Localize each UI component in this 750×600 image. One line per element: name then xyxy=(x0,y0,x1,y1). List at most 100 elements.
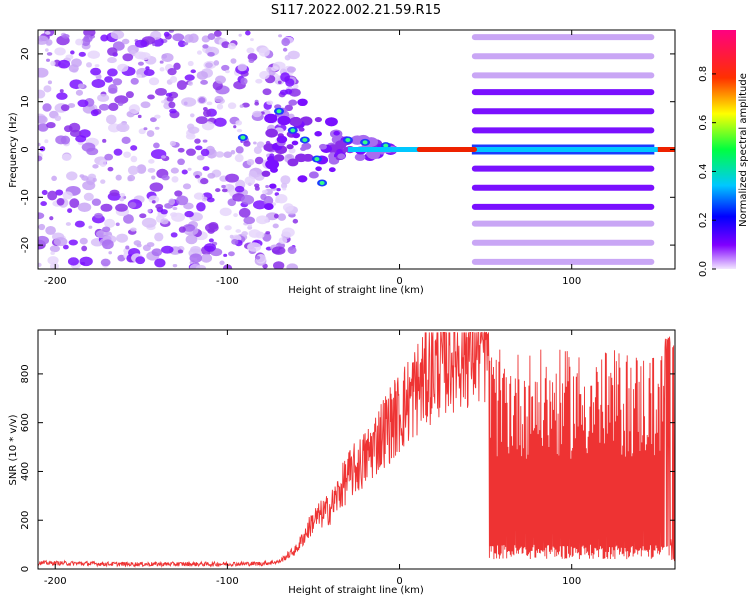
noise-blob xyxy=(246,47,255,54)
noise-blob xyxy=(194,138,201,144)
noise-blob xyxy=(104,76,113,83)
signal-blob xyxy=(291,140,299,146)
noise-blob xyxy=(107,57,117,64)
noise-blob xyxy=(190,113,195,118)
noise-blob xyxy=(252,200,267,210)
snr-frame xyxy=(37,329,676,570)
spectrogram-y-axis-label: Frequency (Hz) xyxy=(8,112,19,188)
noise-blob xyxy=(51,175,57,182)
signal-blob xyxy=(277,115,291,126)
noise-blob xyxy=(143,69,155,77)
noise-blob xyxy=(102,226,111,233)
noise-blob xyxy=(81,245,88,252)
noise-blob xyxy=(59,89,64,93)
noise-blob xyxy=(113,148,123,156)
noise-blob xyxy=(238,33,242,37)
noise-blob xyxy=(189,253,203,263)
noise-blob xyxy=(136,74,142,79)
noise-blob xyxy=(94,64,100,68)
noise-blob xyxy=(38,155,43,162)
noise-blob xyxy=(250,38,254,42)
noise-blob xyxy=(213,60,220,66)
figure-title: S117.2022.002.21.59.R15 xyxy=(271,3,441,18)
noise-blob xyxy=(292,218,299,224)
noise-blob xyxy=(42,103,52,112)
noise-blob xyxy=(117,63,129,72)
snr-y-tick-label: 400 xyxy=(20,462,31,481)
noise-blob xyxy=(161,174,170,181)
harmonic-band xyxy=(471,184,655,191)
noise-blob xyxy=(200,148,210,157)
signal-peak-core xyxy=(345,137,351,142)
spectrogram-marks xyxy=(38,30,675,269)
noise-blob xyxy=(115,203,128,212)
spectrogram-y-tick-label: 0 xyxy=(20,146,31,152)
noise-blob xyxy=(280,72,291,82)
noise-blob xyxy=(56,92,68,100)
noise-blob xyxy=(77,202,92,213)
noise-blob xyxy=(148,159,155,164)
noise-blob xyxy=(272,223,279,229)
noise-blob xyxy=(241,102,250,108)
noise-blob xyxy=(235,229,242,233)
noise-blob xyxy=(255,78,263,84)
noise-blob xyxy=(196,155,205,161)
harmonic-band xyxy=(471,127,655,134)
noise-blob xyxy=(75,135,87,143)
noise-blob xyxy=(54,47,66,56)
spectrogram-y-ticks: -20 -10 0 10 20 xyxy=(20,48,675,253)
noise-blob xyxy=(254,186,260,191)
noise-blob xyxy=(134,39,148,48)
noise-blob xyxy=(288,246,294,251)
signal-blob xyxy=(336,149,343,154)
noise-blob xyxy=(262,232,272,242)
noise-blob xyxy=(146,130,155,138)
signal-blob xyxy=(273,154,285,162)
noise-blob xyxy=(278,34,283,38)
noise-blob xyxy=(46,52,53,56)
noise-blob xyxy=(38,67,49,78)
noise-blob xyxy=(292,83,299,90)
signal-blob xyxy=(298,127,305,132)
noise-blob xyxy=(67,208,73,213)
noise-blob xyxy=(107,47,118,56)
noise-blob xyxy=(128,202,137,209)
snr-line xyxy=(38,331,675,568)
noise-blob xyxy=(167,68,177,76)
noise-blob xyxy=(161,155,166,159)
noise-blob xyxy=(248,58,255,64)
noise-blob xyxy=(104,218,116,228)
signal-blob xyxy=(269,183,277,189)
noise-blob xyxy=(240,77,248,85)
spectrogram-y-tick-label: 10 xyxy=(20,95,31,108)
noise-blob xyxy=(205,62,213,69)
noise-blob xyxy=(92,177,97,182)
noise-blob xyxy=(229,234,234,239)
noise-blob xyxy=(38,262,42,267)
snr-y-tick-label: 600 xyxy=(20,413,31,432)
noise-blob xyxy=(207,33,216,41)
noise-blob xyxy=(154,88,167,96)
noise-blob xyxy=(196,202,206,212)
noise-blob xyxy=(234,185,245,193)
noise-blob xyxy=(255,255,261,260)
noise-blob xyxy=(258,47,270,57)
carrier-strong-right xyxy=(657,147,675,152)
harmonic-band xyxy=(471,203,655,210)
signal-blob xyxy=(297,98,308,107)
noise-blob xyxy=(108,251,113,255)
harmonic-band xyxy=(471,165,655,172)
noise-blob xyxy=(208,238,214,243)
noise-blob xyxy=(271,66,279,72)
noise-blob xyxy=(169,108,177,114)
signal-blob xyxy=(301,142,312,150)
noise-blob xyxy=(165,92,173,97)
noise-blob xyxy=(185,148,196,156)
noise-blob xyxy=(181,169,188,175)
noise-blob xyxy=(185,133,196,140)
signal-blob xyxy=(291,116,301,124)
noise-blob xyxy=(178,226,186,233)
signal-blob xyxy=(265,159,280,170)
noise-blob xyxy=(159,60,164,64)
noise-blob xyxy=(38,142,41,147)
